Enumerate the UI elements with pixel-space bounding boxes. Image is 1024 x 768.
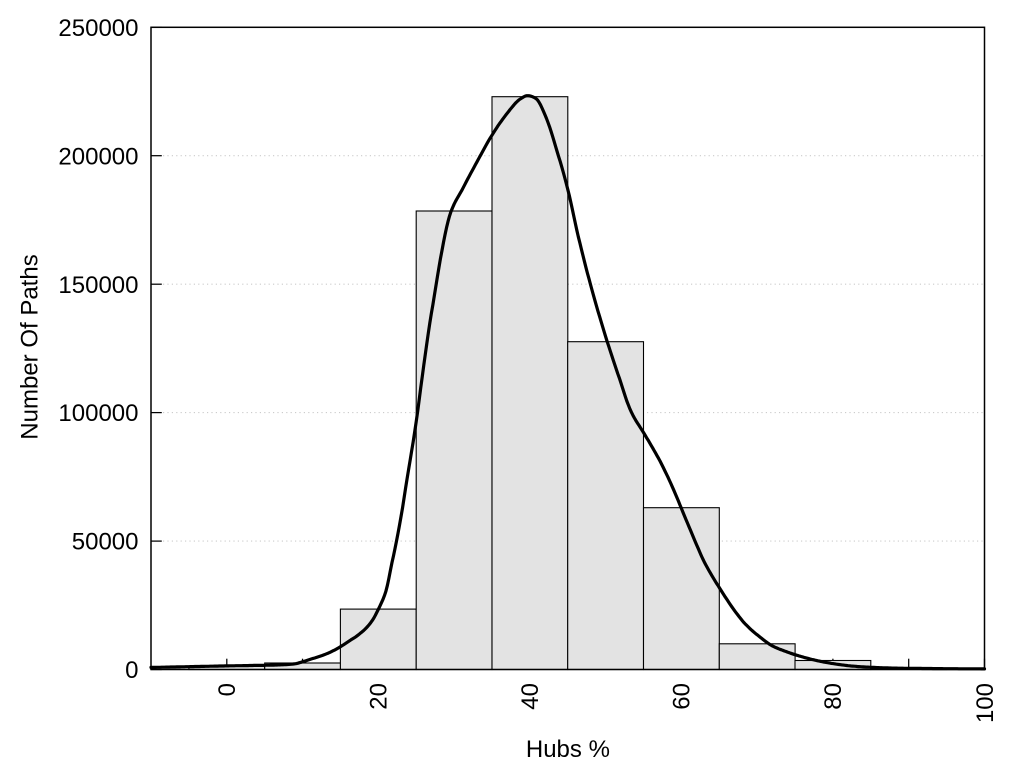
svg-text:100: 100 <box>972 683 999 723</box>
svg-text:20: 20 <box>366 683 393 710</box>
svg-text:0: 0 <box>125 657 138 684</box>
svg-text:60: 60 <box>669 683 696 710</box>
svg-text:250000: 250000 <box>58 15 138 42</box>
svg-text:150000: 150000 <box>58 272 138 299</box>
svg-text:100000: 100000 <box>58 400 138 427</box>
svg-text:Hubs %: Hubs % <box>526 736 610 763</box>
svg-text:200000: 200000 <box>58 143 138 170</box>
svg-text:40: 40 <box>517 683 544 710</box>
svg-text:50000: 50000 <box>72 529 139 556</box>
svg-text:Number Of Paths: Number Of Paths <box>17 254 44 439</box>
svg-text:0: 0 <box>214 683 241 696</box>
svg-text:80: 80 <box>820 683 847 710</box>
